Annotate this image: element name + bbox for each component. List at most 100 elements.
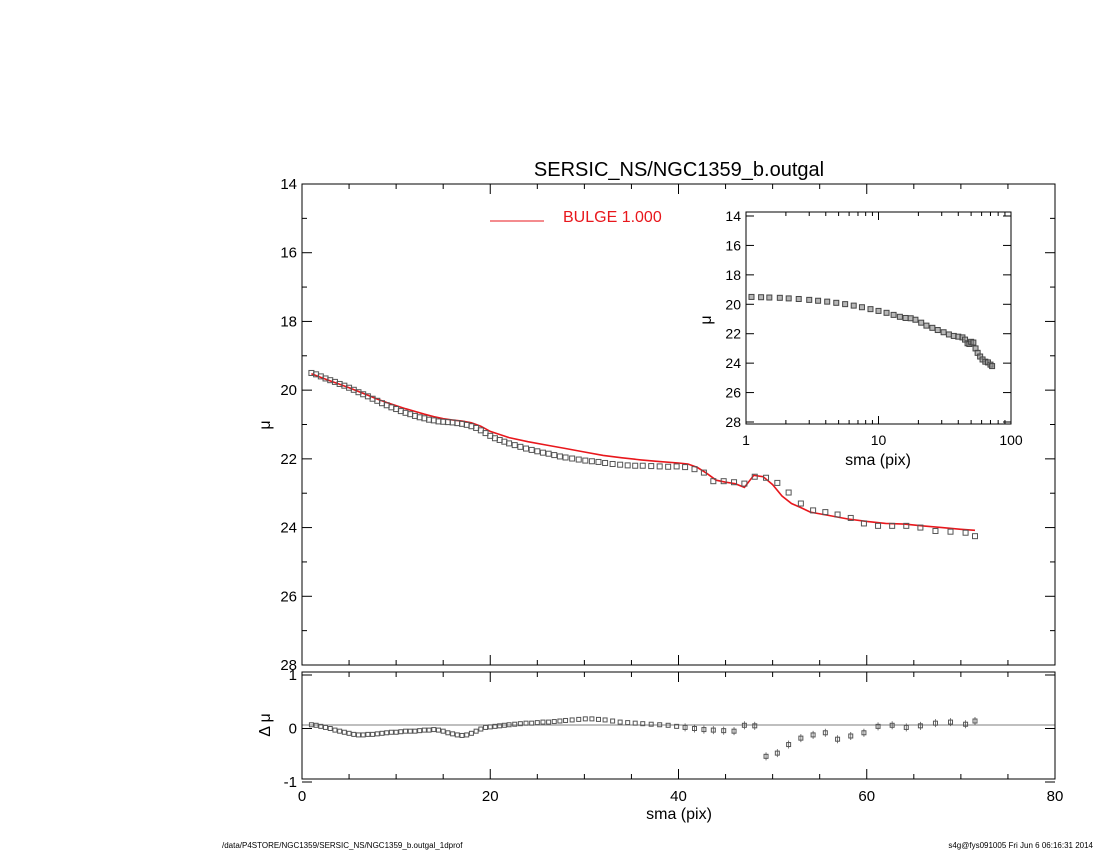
data-point — [506, 440, 513, 447]
residual-point — [346, 730, 352, 736]
residual-point — [640, 721, 646, 727]
residual-point — [351, 731, 357, 737]
inset-data-point — [940, 329, 947, 336]
residual-x-axis-label: sma (pix) — [646, 806, 712, 823]
inset-data-point — [758, 294, 765, 301]
residual-point — [426, 727, 432, 733]
residual-x-tick-label: 40 — [670, 788, 687, 805]
inset-x-tick-label: 10 — [871, 432, 887, 448]
residual-point — [374, 731, 380, 737]
inset-data-point — [850, 302, 857, 309]
data-point — [595, 458, 602, 465]
inset-data-point — [923, 322, 930, 329]
inset-y-tick-label: 20 — [725, 296, 741, 312]
chart-title: SERSIC_NS/NGC1359_b.outgal — [534, 159, 824, 181]
data-point — [511, 442, 518, 449]
residual-point — [517, 721, 523, 727]
inset-y-tick-label: 28 — [725, 414, 741, 430]
main-y-tick-label: 24 — [280, 520, 297, 537]
data-point — [673, 463, 680, 470]
residual-point — [506, 722, 512, 728]
data-point — [624, 462, 631, 469]
residual-point — [341, 729, 347, 735]
main-plot-panel: 14 16 18 20 22 24 26 28 μ BULGE 1.000 — [257, 176, 1056, 674]
data-point — [847, 514, 854, 521]
residual-point — [657, 722, 663, 728]
data-point — [822, 509, 829, 516]
residual-point — [332, 727, 338, 733]
residual-point — [546, 719, 552, 725]
data-point — [797, 500, 804, 507]
residual-point — [569, 717, 575, 723]
residual-point — [468, 730, 474, 736]
data-point — [665, 463, 672, 470]
inset-y-axis-label: μ — [698, 315, 715, 324]
inset-y-tick-label: 18 — [725, 267, 741, 283]
residual-point — [497, 723, 503, 729]
inset-data-point — [833, 299, 840, 306]
data-point — [860, 520, 867, 527]
residual-point — [450, 731, 456, 737]
residual-point — [582, 716, 588, 722]
data-point — [710, 478, 717, 485]
residual-point — [551, 719, 557, 725]
main-y-tick-label: 14 — [280, 176, 297, 193]
residual-point — [483, 724, 489, 730]
residual-point — [602, 717, 608, 723]
data-point — [962, 529, 969, 536]
data-point — [582, 457, 589, 464]
data-point — [810, 507, 817, 514]
data-point — [639, 462, 646, 469]
main-y-tick-label: 28 — [280, 657, 297, 674]
data-point — [632, 462, 639, 469]
residual-y-tick-label: 1 — [289, 667, 297, 684]
inset-data-point — [890, 311, 897, 318]
residual-point — [478, 726, 484, 732]
residual-point — [512, 721, 518, 727]
inset-data-point — [875, 307, 882, 314]
inset-data-point — [918, 319, 925, 326]
inset-data-point — [776, 294, 783, 301]
inset-plot-panel: 14 16 18 20 22 24 26 281 10 100 μ sma (pix) — [698, 208, 1023, 469]
data-point — [971, 533, 978, 540]
inset-data-point — [934, 327, 941, 334]
residual-point — [403, 728, 409, 734]
residual-point — [398, 729, 404, 735]
main-y-tick-label: 16 — [280, 245, 297, 262]
data-point — [609, 461, 616, 468]
inset-data-point — [989, 363, 996, 370]
legend-model-label: BULGE 1.000 — [563, 209, 662, 226]
residual-point — [464, 732, 470, 738]
data-point — [602, 459, 609, 466]
inset-y-tick-label: 14 — [725, 208, 741, 224]
data-point — [562, 454, 569, 461]
residual-point — [360, 732, 366, 738]
residual-point — [595, 716, 601, 722]
main-ticks: 14 16 18 20 22 24 26 28 — [280, 176, 1056, 674]
data-point — [785, 489, 792, 496]
inset-data-point — [929, 324, 936, 331]
data-point — [875, 522, 882, 529]
inset-y-tick-label: 16 — [725, 237, 741, 253]
inset-x-tick-label: 100 — [999, 432, 1023, 448]
data-point — [517, 443, 524, 450]
footer-file-path: /data/P4STORE/NGC1359/SERSIC_NS/NGC1359_… — [222, 841, 463, 850]
data-point — [534, 448, 541, 455]
residual-point — [337, 728, 343, 734]
data-point — [551, 452, 558, 459]
inset-data-point — [896, 313, 903, 320]
data-point — [751, 473, 758, 480]
data-point — [720, 478, 727, 485]
residual-point — [388, 729, 394, 735]
residual-x-tick-label: 20 — [482, 788, 499, 805]
residual-point — [632, 720, 638, 726]
residual-point — [365, 731, 371, 737]
data-point — [556, 453, 563, 460]
inset-data-point — [912, 316, 919, 323]
data-point — [700, 469, 707, 476]
residual-point — [308, 722, 314, 728]
residual-point — [617, 719, 623, 725]
residual-point — [327, 726, 333, 731]
